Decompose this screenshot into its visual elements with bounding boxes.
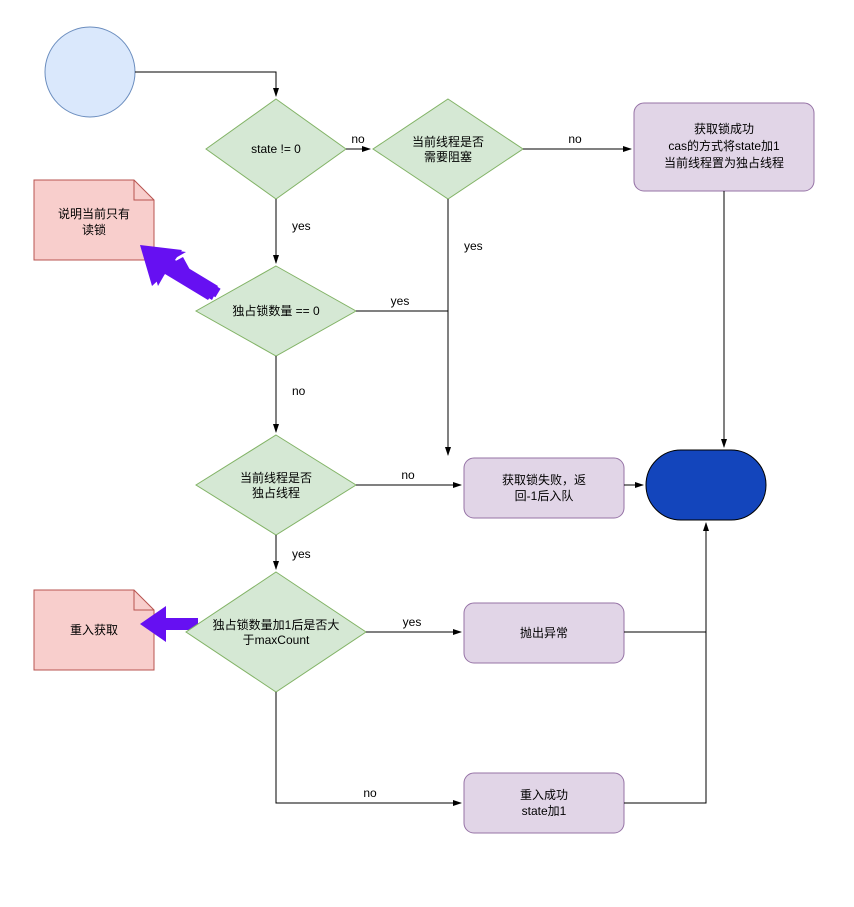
note2-label: 重入获取 bbox=[70, 623, 118, 637]
rect-acquire-fail bbox=[464, 458, 624, 518]
edge-d5-r4-label: no bbox=[363, 786, 377, 800]
edge-d1-d3-label: yes bbox=[292, 219, 311, 233]
end-node bbox=[646, 450, 766, 520]
rect-reentrant-success bbox=[464, 773, 624, 833]
diamond-need-block bbox=[373, 99, 523, 199]
d1-label: state != 0 bbox=[251, 142, 301, 156]
r4-label2: state加1 bbox=[522, 804, 567, 818]
edge-d3-d4-label: no bbox=[292, 384, 306, 398]
edge-d3-join bbox=[356, 311, 448, 455]
d5-label2: 于maxCount bbox=[243, 633, 310, 647]
start-node bbox=[45, 27, 135, 117]
r4-label1: 重入成功 bbox=[520, 788, 568, 802]
d2-label2: 需要阻塞 bbox=[424, 149, 472, 164]
edge-d3-yes-label: yes bbox=[391, 294, 410, 308]
d5-label1: 独占锁数量加1后是否大 bbox=[213, 617, 340, 632]
edge-r3-end bbox=[624, 523, 706, 632]
diamond-exceed-maxcount bbox=[186, 572, 366, 692]
edge-d4-d5-label: yes bbox=[292, 547, 311, 561]
edge-d1-d2-label: no bbox=[351, 132, 365, 146]
d4-label1: 当前线程是否 bbox=[240, 470, 312, 485]
edge-d2-down-label: yes bbox=[464, 239, 483, 253]
r2-label2: 回-1后入队 bbox=[515, 488, 574, 503]
d4-label2: 独占线程 bbox=[252, 485, 300, 500]
d2-label1: 当前线程是否 bbox=[412, 134, 484, 149]
note1-label1: 说明当前只有 bbox=[58, 206, 130, 221]
r3-label: 抛出异常 bbox=[520, 625, 568, 640]
diamond-is-exclusive-thread bbox=[196, 435, 356, 535]
flowchart-canvas: state != 0 no 当前线程是否 需要阻塞 no 获取锁成功 cas的方… bbox=[0, 0, 854, 907]
d3-label: 独占锁数量 == 0 bbox=[232, 303, 320, 318]
edge-d2-r1-label: no bbox=[568, 132, 582, 146]
edge-d5-r3-label: yes bbox=[403, 615, 422, 629]
edge-d4-r2-label: no bbox=[401, 468, 415, 482]
edge-start-d1 bbox=[135, 72, 276, 96]
purple-arrow-1-shape bbox=[146, 246, 218, 300]
r1-label2: cas的方式将state加1 bbox=[668, 138, 780, 153]
r1-label1: 获取锁成功 bbox=[694, 121, 754, 136]
edge-r4-end bbox=[624, 632, 706, 803]
r2-label1: 获取锁失败，返 bbox=[502, 472, 586, 487]
note1-label2: 读锁 bbox=[82, 222, 106, 237]
r1-label3: 当前线程置为独占线程 bbox=[664, 155, 784, 170]
